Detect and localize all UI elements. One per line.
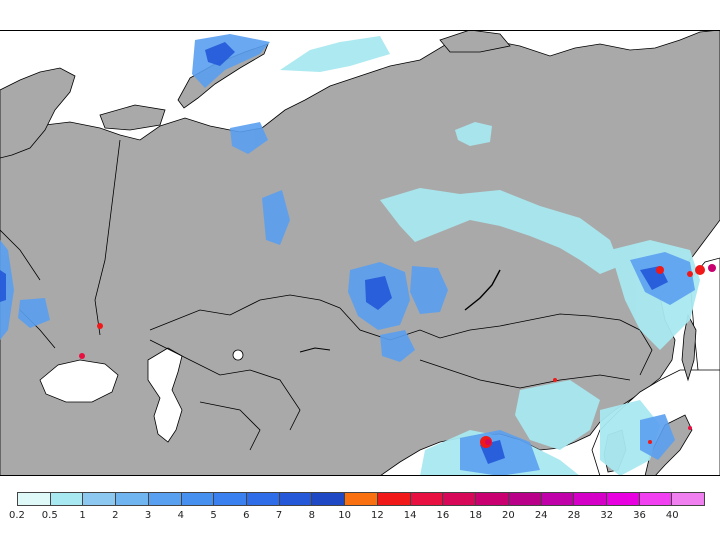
- legend-tick-label: 7: [275, 510, 283, 521]
- legend-swatch: [574, 493, 607, 505]
- legend-tick-label: 24: [534, 510, 548, 521]
- legend-tick-label: 0.2: [9, 510, 25, 521]
- color-legend-bar: [17, 492, 705, 506]
- legend-tick-label: 18: [469, 510, 483, 521]
- legend-swatch: [50, 493, 84, 505]
- color-legend-labels: 0.2 0.5 1 2 3 4 5 6 7 8 10 12 14 16 18 20 24 28 32 36 40: [9, 510, 705, 524]
- legend-tick-label: 36: [633, 510, 646, 521]
- map-frame-bottom: [0, 475, 720, 476]
- legend-swatch: [116, 493, 149, 505]
- legend-tick-label: 40: [665, 510, 679, 521]
- legend-tick-label: 0.5: [41, 510, 58, 521]
- legend-tick-label: 10: [338, 510, 351, 521]
- legend-swatch: [410, 493, 444, 505]
- legend-tick-label: 8: [308, 510, 316, 521]
- legend-swatch: [476, 493, 509, 505]
- water-balkhash: [299, 347, 331, 353]
- legend-tick-label: 6: [243, 510, 250, 521]
- legend-tick-label: 14: [403, 510, 417, 521]
- legend-swatch: [377, 493, 411, 505]
- legend-tick-label: 12: [371, 510, 384, 521]
- legend-tick-label: 16: [436, 510, 450, 521]
- water-aral-sea: [232, 349, 244, 361]
- legend-swatch: [148, 493, 182, 505]
- land-kola: [99, 104, 166, 131]
- legend-swatch: [443, 493, 477, 505]
- legend-tick-label: 2: [112, 510, 119, 521]
- legend-swatch: [508, 493, 542, 505]
- precipitation-map: [0, 30, 720, 476]
- legend-swatch: [345, 493, 378, 505]
- legend-swatch: [83, 493, 117, 505]
- land-sakhalin: [681, 313, 697, 382]
- legend-tick-label: 3: [144, 510, 152, 521]
- precip-intense: [79, 264, 716, 448]
- legend-tick-label: 5: [210, 510, 217, 521]
- legend-tick-label: 28: [567, 510, 581, 521]
- legend-swatch: [279, 493, 313, 505]
- land-scandinavia: [0, 67, 76, 159]
- water-black-sea: [39, 359, 119, 403]
- legend-swatch: [214, 493, 248, 505]
- legend-swatch: [181, 493, 215, 505]
- legend-swatch: [639, 493, 673, 505]
- legend-tick-label: 4: [177, 510, 184, 521]
- legend-swatch: [247, 493, 280, 505]
- water-baikal: [464, 269, 501, 311]
- legend-swatch: [606, 493, 640, 505]
- legend-tick-label: 32: [600, 510, 614, 521]
- legend-tick-label: 20: [502, 510, 515, 521]
- legend-swatch: [18, 493, 51, 505]
- map-frame-top: [0, 30, 720, 31]
- legend-tick-label: 1: [79, 510, 86, 521]
- land-arctic-island: [439, 30, 511, 53]
- legend-swatch: [541, 493, 575, 505]
- legend-swatch: [672, 493, 705, 505]
- legend-swatch: [312, 493, 346, 505]
